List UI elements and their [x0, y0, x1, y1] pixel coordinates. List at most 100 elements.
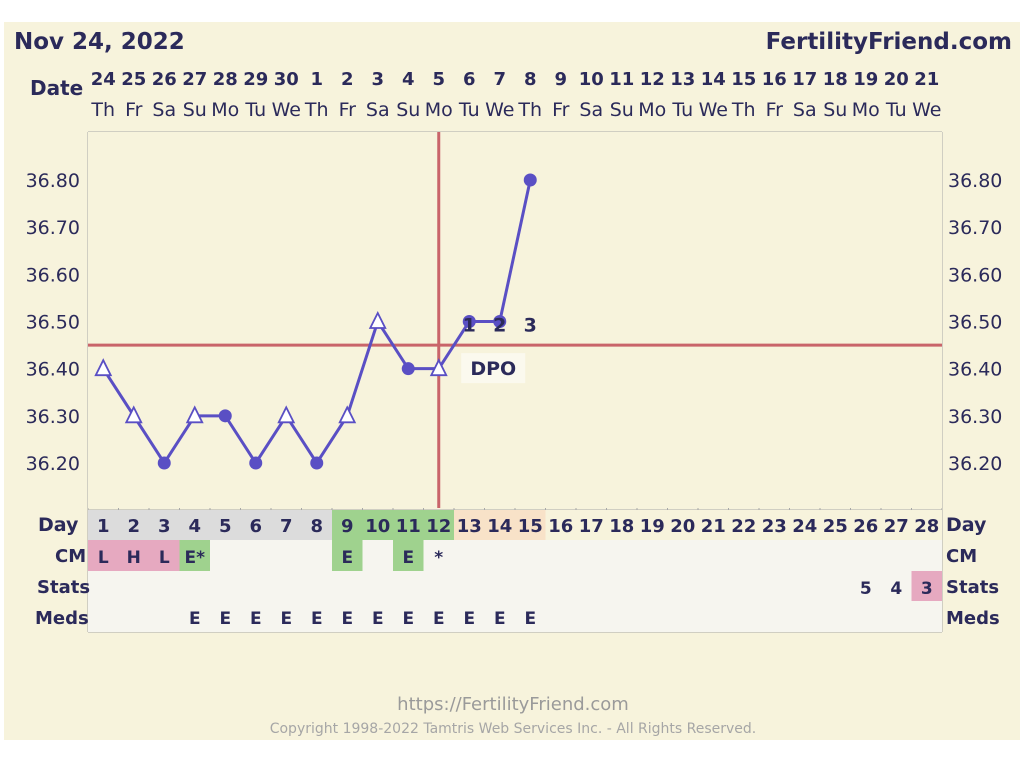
- meds-value: E: [219, 609, 231, 629]
- weekday-tick: Fr: [339, 99, 357, 121]
- weekday-tick: Tu: [671, 99, 693, 121]
- temperature-point: [429, 358, 448, 377]
- y-tick-right: 36.70: [948, 217, 1002, 239]
- brand-name: FertilityFriend.com: [766, 29, 1012, 55]
- date-tick: 13: [670, 69, 695, 90]
- chart-date: Nov 24, 2022: [14, 29, 185, 55]
- day-cell: [881, 510, 912, 540]
- y-tick-left: 36.60: [26, 264, 80, 286]
- cm-value: E*: [184, 548, 205, 568]
- date-tick: 27: [182, 69, 207, 90]
- weekday-tick: We: [485, 99, 514, 121]
- day-cell: [423, 510, 454, 540]
- cycle-day-label: 27: [884, 516, 909, 537]
- cell-layer: [88, 132, 942, 632]
- day-cell: [149, 510, 180, 540]
- day-cell: [118, 510, 149, 540]
- weekday-tick: Fr: [125, 99, 143, 121]
- date-tick: 21: [914, 69, 939, 90]
- y-tick-left: 36.70: [26, 217, 80, 239]
- stats-value: 3: [921, 579, 933, 599]
- cycle-day-label: 26: [853, 516, 878, 537]
- weekday-tick: Su: [396, 99, 420, 121]
- y-tick-right: 36.60: [948, 264, 1002, 286]
- weekday-tick: Tu: [458, 99, 480, 121]
- y-tick-right: 36.80: [948, 170, 1002, 192]
- day-cell: [332, 510, 363, 540]
- date-tick: 28: [213, 69, 238, 90]
- temperature-point: [338, 405, 357, 424]
- day-cell: [667, 510, 698, 540]
- cycle-day-label: 9: [341, 516, 354, 537]
- day-label-left: Day: [38, 514, 79, 536]
- day-cell: [362, 510, 393, 540]
- meds-value: E: [524, 609, 536, 629]
- cycle-day-label: 14: [487, 516, 512, 537]
- date-tick: 8: [524, 69, 537, 90]
- day-cell: [759, 510, 790, 540]
- y-tick-right: 36.20: [948, 453, 1002, 475]
- cycle-day-label: 12: [426, 516, 451, 537]
- day-cell: [606, 510, 637, 540]
- day-cell: [545, 510, 576, 540]
- date-tick: 6: [463, 69, 476, 90]
- temperature-point: [94, 358, 113, 377]
- date-tick: 20: [884, 69, 909, 90]
- day-cell: [271, 510, 302, 540]
- weekday-tick: Mo: [852, 99, 880, 121]
- weekday-tick: Mo: [638, 99, 666, 121]
- day-cell: [637, 510, 668, 540]
- date-tick: 9: [554, 69, 567, 90]
- cycle-day-label: 24: [792, 516, 817, 537]
- day-cell: [301, 510, 332, 540]
- stats-value: 5: [860, 579, 872, 599]
- day-cell: [210, 510, 241, 540]
- weekday-tick: Sa: [579, 99, 603, 121]
- dpo-number: 1: [463, 315, 476, 337]
- cycle-day-label: 4: [188, 516, 201, 537]
- weekday-tick: We: [912, 99, 941, 121]
- temperature-point: [157, 456, 171, 470]
- day-label-right: Day: [946, 514, 987, 536]
- cm-value: L: [159, 548, 170, 568]
- dpo-number: 2: [493, 315, 506, 337]
- weekday-tick: Th: [90, 99, 115, 121]
- weekday-tick: Mo: [425, 99, 453, 121]
- date-tick: 18: [823, 69, 848, 90]
- stats-value: 4: [890, 579, 902, 599]
- temperature-point: [462, 315, 476, 328]
- weekday-tick: Th: [517, 99, 542, 121]
- date-label: Date: [30, 76, 83, 100]
- cycle-day-label: 8: [310, 516, 323, 537]
- date-tick: 7: [493, 69, 506, 90]
- y-tick-right: 36.40: [948, 359, 1002, 381]
- date-tick: 30: [274, 69, 299, 90]
- date-tick: 4: [402, 69, 415, 90]
- meds-value: E: [494, 609, 506, 629]
- date-tick: 26: [152, 69, 177, 90]
- date-tick: 16: [762, 69, 787, 90]
- day-cell: [698, 510, 729, 540]
- cm-cell: [118, 540, 149, 571]
- dpo-number: 3: [524, 315, 537, 337]
- weekday-tick: Fr: [552, 99, 570, 121]
- footer-copyright: Copyright 1998-2022 Tamtris Web Services…: [270, 721, 757, 737]
- day-cell: [911, 510, 942, 540]
- y-tick-left: 36.50: [26, 312, 80, 334]
- cycle-day-label: 22: [731, 516, 756, 537]
- cm-cell: [332, 540, 363, 571]
- day-cell: [789, 510, 820, 540]
- cm-value: *: [434, 548, 443, 568]
- cm-cell: [179, 540, 210, 571]
- cm-cell: [88, 540, 119, 571]
- stats-cell: [911, 571, 942, 601]
- meds-value: E: [372, 609, 384, 629]
- date-tick: 10: [579, 69, 604, 90]
- day-cell: [576, 510, 607, 540]
- weekday-tick: We: [699, 99, 728, 121]
- weekday-tick: Mo: [211, 99, 239, 121]
- cycle-day-label: 3: [158, 516, 171, 537]
- footer-url[interactable]: https://FertilityFriend.com: [397, 694, 629, 715]
- cm-cell: [149, 540, 180, 571]
